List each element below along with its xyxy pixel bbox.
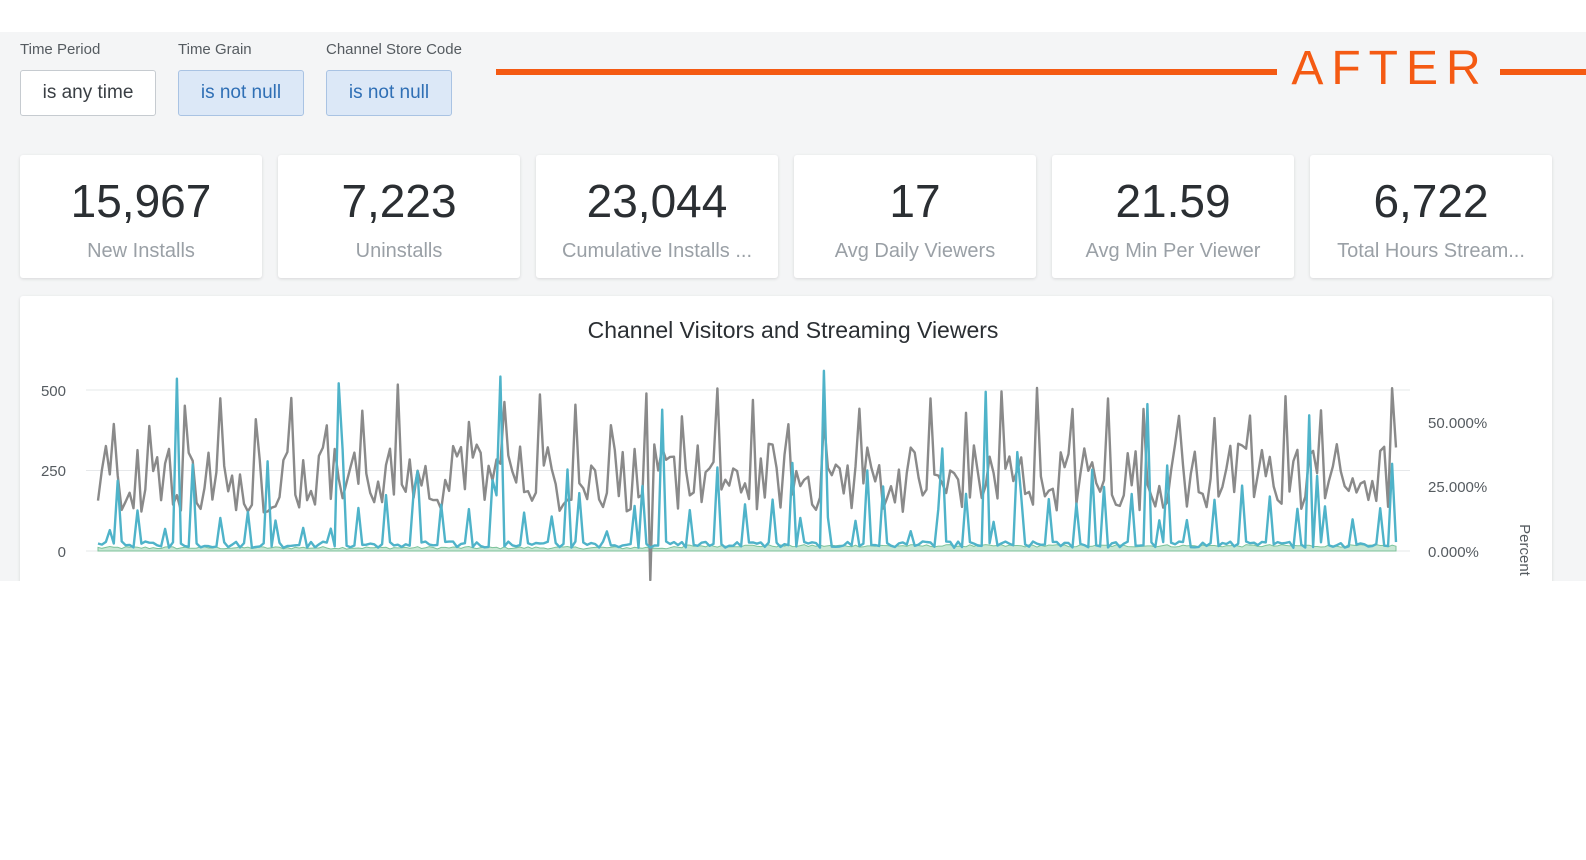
kpi-card-cumulative-installs[interactable]: 23,044 Cumulative Installs ... xyxy=(536,155,778,278)
dashboard: Time Period is any time Time Grain is no… xyxy=(0,0,1586,581)
left-axis-ticks: 500 250 0 xyxy=(41,383,66,561)
right-axis-ticks: 50.000% 25.000% 0.000% xyxy=(1428,415,1487,561)
y-left-tick: 500 xyxy=(41,383,66,400)
kpi-value: 6,722 xyxy=(1373,175,1489,227)
banner-line-right xyxy=(1500,69,1586,75)
kpi-value: 15,967 xyxy=(70,175,212,227)
series-line-gray xyxy=(96,383,1398,581)
y-right-axis-label: Percent xyxy=(1516,524,1533,577)
filter-time-period: Time Period is any time xyxy=(20,40,156,116)
kpi-value: 7,223 xyxy=(341,175,457,227)
kpi-card-total-hours-streamed[interactable]: 6,722 Total Hours Stream... xyxy=(1310,155,1552,278)
chart-series xyxy=(96,369,1398,581)
time-grain-filter-button[interactable]: is not null xyxy=(178,70,304,116)
kpi-card-uninstalls[interactable]: 7,223 Uninstalls xyxy=(278,155,520,278)
filter-label: Channel Store Code xyxy=(326,41,462,58)
top-strip xyxy=(0,0,1586,32)
kpi-card-new-installs[interactable]: 15,967 New Installs xyxy=(20,155,262,278)
kpi-value: 21.59 xyxy=(1115,175,1231,227)
y-right-tick: 0.000% xyxy=(1428,544,1479,561)
y-right-tick: 50.000% xyxy=(1428,415,1487,432)
series-line-teal xyxy=(97,369,1398,549)
after-banner-text: AFTER xyxy=(1291,42,1489,95)
series-area-green xyxy=(97,544,1397,552)
y-right-tick: 25.000% xyxy=(1428,479,1487,496)
kpi-value: 23,044 xyxy=(586,175,728,227)
kpi-card-avg-min-per-viewer[interactable]: 21.59 Avg Min Per Viewer xyxy=(1052,155,1294,278)
kpi-value: 17 xyxy=(889,175,941,227)
banner-line-left xyxy=(496,69,1277,75)
chart-title: Channel Visitors and Streaming Viewers xyxy=(587,317,999,343)
filter-channel-store-code: Channel Store Code is not null xyxy=(326,40,462,116)
channel-store-code-filter-button[interactable]: is not null xyxy=(326,70,452,116)
filter-label: Time Period xyxy=(20,41,101,58)
filter-time-grain: Time Grain is not null xyxy=(178,40,304,116)
kpi-card-avg-daily-viewers[interactable]: 17 Avg Daily Viewers xyxy=(794,155,1036,278)
y-left-tick: 0 xyxy=(58,544,66,561)
line-chart: 500 250 0 50.000% 25.000% 0.000% Percent xyxy=(41,369,1533,581)
time-period-filter-button[interactable]: is any time xyxy=(20,70,156,116)
y-left-tick: 250 xyxy=(41,463,66,480)
filter-label: Time Grain xyxy=(178,41,252,58)
